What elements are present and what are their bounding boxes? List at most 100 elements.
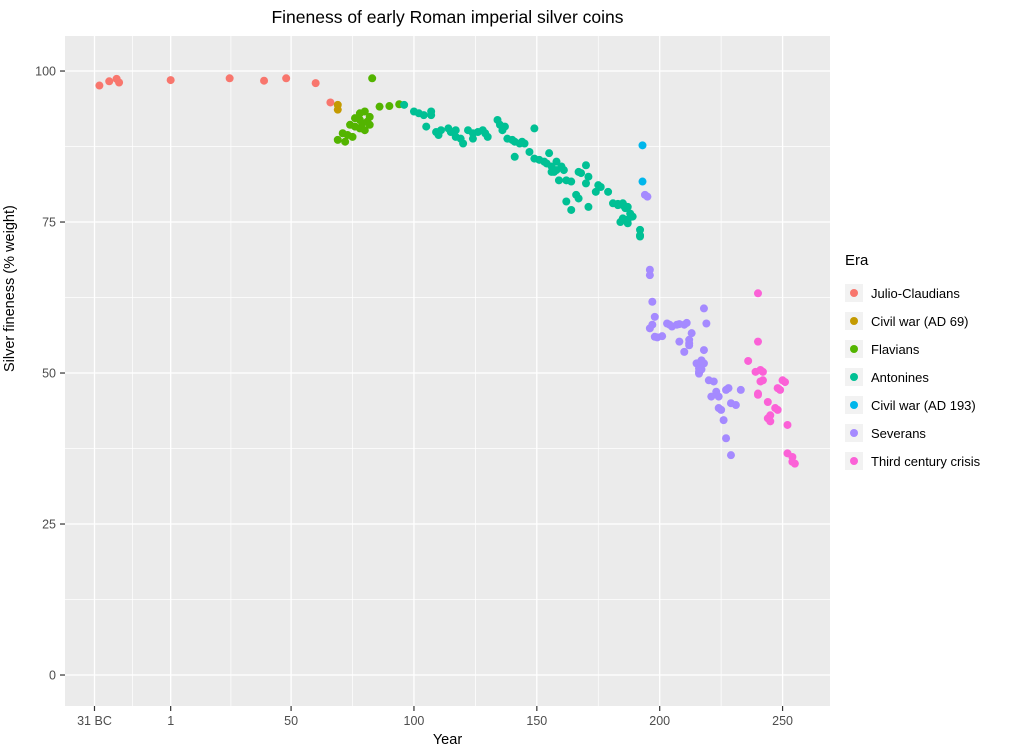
- data-point-julio-claudians: [260, 76, 269, 85]
- legend-key: [845, 312, 863, 330]
- legend-item-severans: Severans: [845, 419, 980, 447]
- data-point-julio-claudians: [311, 79, 320, 88]
- x-tick-label: 250: [772, 714, 793, 728]
- legend-dot-icon: [850, 345, 858, 353]
- legend-key: [845, 424, 863, 442]
- legend-dot-icon: [850, 429, 858, 437]
- data-point-severans: [707, 392, 716, 401]
- data-point-antonines: [623, 202, 632, 211]
- data-point-severans: [699, 346, 708, 355]
- data-point-antonines: [623, 219, 632, 228]
- data-point-severans: [658, 332, 667, 341]
- legend-key: [845, 452, 863, 470]
- data-point-third-century-crisis: [766, 411, 775, 420]
- y-tick-label: 100: [35, 65, 56, 79]
- y-tick-label: 50: [42, 367, 56, 381]
- legend-key: [845, 340, 863, 358]
- x-tick-label: 150: [526, 714, 547, 728]
- data-point-antonines: [596, 182, 605, 191]
- data-point-severans: [645, 271, 654, 280]
- data-point-flavians: [348, 132, 357, 141]
- legend-item-civil-war-ad-193-: Civil war (AD 193): [845, 391, 980, 419]
- legend-key: [845, 284, 863, 302]
- legend: Era Julio-Claudians Civil war (AD 69) Flav…: [845, 252, 980, 475]
- data-point-antonines: [562, 197, 571, 206]
- legend-item-flavians: Flavians: [845, 335, 980, 363]
- legend-dot-icon: [850, 457, 858, 465]
- data-point-third-century-crisis: [790, 459, 799, 468]
- data-point-antonines: [545, 149, 554, 158]
- data-point-third-century-crisis: [753, 289, 762, 298]
- data-point-severans: [719, 416, 728, 425]
- data-point-civil-war-ad-193-: [638, 177, 647, 186]
- data-point-antonines: [436, 126, 445, 135]
- data-point-third-century-crisis: [753, 390, 762, 399]
- legend-item-third-century-crisis: Third century crisis: [845, 447, 980, 475]
- data-point-antonines: [554, 176, 563, 185]
- data-point-severans: [695, 367, 704, 376]
- data-point-antonines: [510, 152, 519, 161]
- data-point-third-century-crisis: [781, 378, 790, 387]
- data-point-third-century-crisis: [766, 417, 775, 426]
- data-point-antonines: [628, 212, 637, 221]
- legend-label: Third century crisis: [871, 453, 981, 469]
- data-point-antonines: [574, 194, 583, 203]
- data-point-severans: [645, 324, 654, 333]
- data-point-severans: [731, 401, 740, 410]
- data-point-flavians: [360, 107, 369, 116]
- data-point-antonines: [584, 172, 593, 181]
- data-point-antonines: [591, 187, 600, 196]
- data-point-antonines: [584, 202, 593, 211]
- legend-label: Civil war (AD 193): [871, 397, 976, 413]
- legend-key: [845, 396, 863, 414]
- x-tick-label: 200: [649, 714, 670, 728]
- data-point-civil-war-ad-193-: [638, 141, 647, 150]
- data-point-flavians: [365, 112, 374, 121]
- chart-title: Fineness of early Roman imperial silver …: [271, 7, 624, 27]
- data-point-severans: [680, 347, 689, 356]
- y-tick-label: 75: [42, 216, 56, 230]
- y-axis-title-text: Silver fineness (% weight): [2, 205, 18, 372]
- data-point-severans: [682, 318, 691, 327]
- legend-label: Severans: [871, 425, 926, 441]
- data-point-antonines: [468, 134, 477, 143]
- data-point-antonines: [552, 157, 561, 166]
- data-point-flavians: [385, 102, 394, 111]
- data-point-julio-claudians: [282, 74, 291, 83]
- data-point-antonines: [459, 139, 468, 148]
- data-point-antonines: [483, 132, 492, 141]
- data-point-antonines: [520, 139, 529, 148]
- data-point-severans: [717, 405, 726, 414]
- legend-key: [845, 368, 863, 386]
- data-point-third-century-crisis: [783, 420, 792, 429]
- data-point-antonines: [400, 100, 409, 109]
- data-point-julio-claudians: [115, 78, 124, 87]
- data-point-severans: [722, 434, 731, 443]
- data-point-severans: [736, 385, 745, 394]
- data-point-antonines: [427, 107, 436, 116]
- data-point-flavians: [341, 137, 350, 146]
- data-point-severans: [699, 359, 708, 368]
- data-point-antonines: [577, 169, 586, 178]
- data-point-flavians: [365, 120, 374, 129]
- data-point-antonines: [525, 147, 534, 156]
- legend-label: Antonines: [871, 369, 929, 385]
- data-point-julio-claudians: [326, 98, 335, 107]
- legend-label: Julio-Claudians: [871, 285, 960, 301]
- data-point-antonines: [567, 205, 576, 214]
- data-point-flavians: [333, 135, 342, 144]
- legend-item-antonines: Antonines: [845, 363, 980, 391]
- data-point-third-century-crisis: [744, 356, 753, 365]
- data-point-antonines: [422, 122, 431, 131]
- legend-label: Flavians: [871, 341, 920, 357]
- legend-dot-icon: [850, 401, 858, 409]
- data-point-third-century-crisis: [758, 367, 767, 376]
- data-point-severans: [650, 312, 659, 321]
- data-point-third-century-crisis: [763, 398, 772, 407]
- legend-dot-icon: [850, 373, 858, 381]
- data-point-flavians: [375, 102, 384, 111]
- data-point-severans: [699, 304, 708, 313]
- data-point-julio-claudians: [105, 77, 114, 86]
- x-tick-label: 50: [284, 714, 298, 728]
- data-point-severans: [726, 451, 735, 460]
